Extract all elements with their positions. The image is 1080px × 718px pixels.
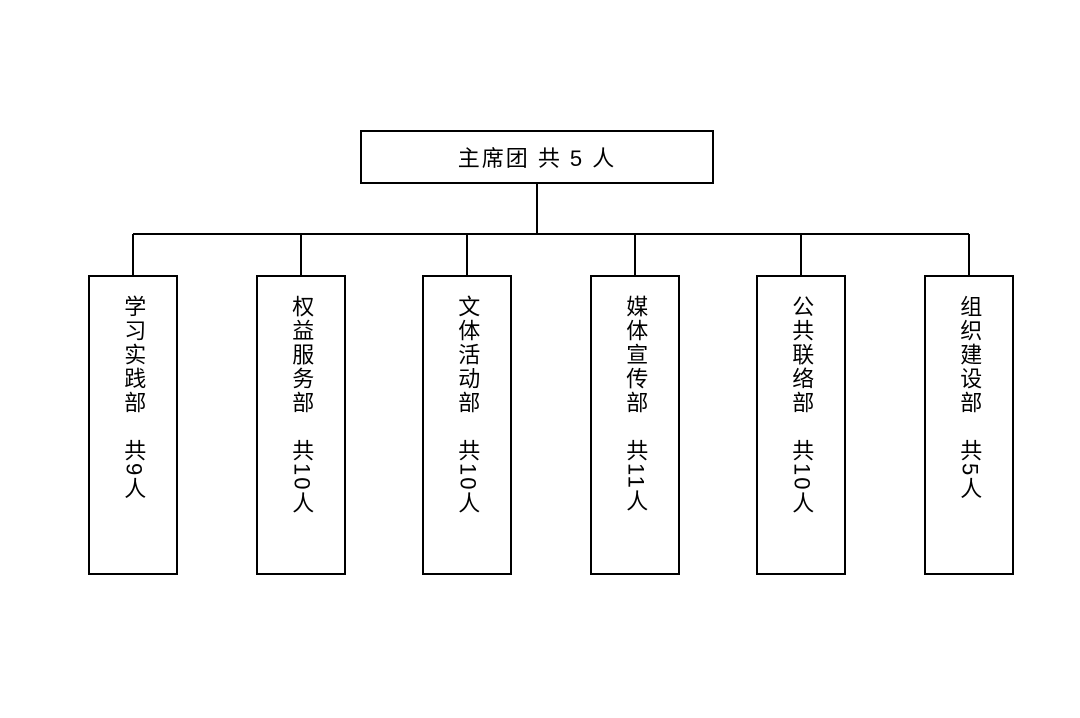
dept-count: 共10人: [789, 439, 814, 515]
dept-node: 媒体宣传部 共11人: [590, 275, 680, 575]
root-node: 主席团 共 5 人: [360, 130, 714, 184]
dept-label: 学习实践部 共9人: [119, 295, 148, 501]
dept-label: 公共联络部 共10人: [787, 295, 816, 515]
dept-name: 权益服务部: [289, 295, 314, 415]
dept-name: 学习实践部: [121, 295, 146, 415]
dept-label: 组织建设部 共5人: [955, 295, 984, 501]
dept-node: 学习实践部 共9人: [88, 275, 178, 575]
dept-count: 共11人: [623, 439, 648, 514]
dept-name: 媒体宣传部: [623, 295, 648, 415]
root-label: 主席团 共 5 人: [458, 141, 617, 173]
dept-count: 共10人: [455, 439, 480, 515]
dept-name: 文体活动部: [455, 295, 480, 415]
dept-count: 共9人: [121, 439, 146, 501]
dept-label: 文体活动部 共10人: [453, 295, 482, 515]
dept-label: 权益服务部 共10人: [287, 295, 316, 515]
dept-name: 组织建设部: [957, 295, 982, 415]
dept-label: 媒体宣传部 共11人: [621, 295, 650, 514]
dept-count: 共10人: [289, 439, 314, 515]
dept-node: 公共联络部 共10人: [756, 275, 846, 575]
dept-node: 权益服务部 共10人: [256, 275, 346, 575]
org-chart: 主席团 共 5 人 学习实践部 共9人权益服务部 共10人文体活动部 共10人媒…: [0, 0, 1080, 718]
dept-node: 文体活动部 共10人: [422, 275, 512, 575]
dept-name: 公共联络部: [789, 295, 814, 415]
dept-node: 组织建设部 共5人: [924, 275, 1014, 575]
dept-count: 共5人: [957, 439, 982, 501]
